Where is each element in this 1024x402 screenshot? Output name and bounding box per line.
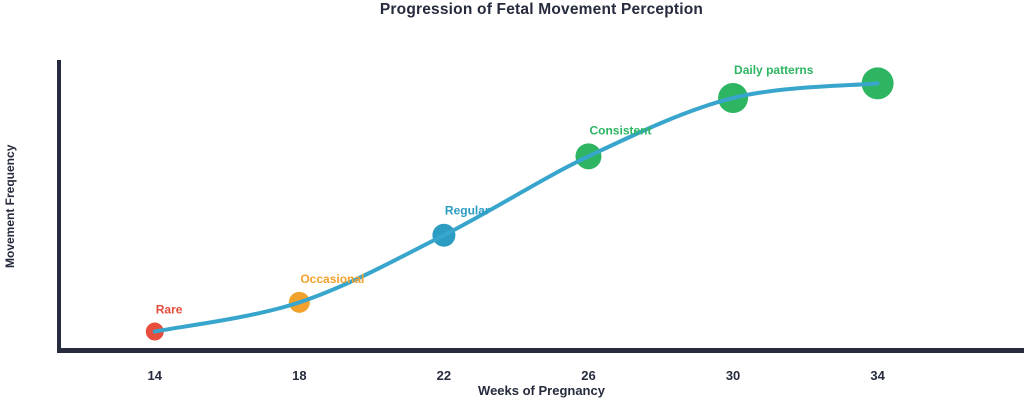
chart-title: Progression of Fetal Movement Perception xyxy=(379,1,704,18)
y-axis-label: Movement Frequency xyxy=(3,144,17,268)
x-tick-label-14: 14 xyxy=(148,368,163,383)
point-label-rare: Rare xyxy=(156,303,183,317)
point-label-daily-patterns: Daily patterns xyxy=(734,63,814,77)
x-tick-label-34: 34 xyxy=(870,368,885,383)
x-tick-label-26: 26 xyxy=(581,368,595,383)
point-label-regular: Regular xyxy=(445,204,490,218)
point-label-occasional: Occasional xyxy=(300,272,364,286)
point-label-consistent: Consistent xyxy=(589,123,651,137)
y-axis-line xyxy=(57,60,61,352)
x-tick-label-22: 22 xyxy=(437,368,451,383)
x-tick-label-18: 18 xyxy=(292,368,306,383)
x-tick-label-30: 30 xyxy=(726,368,740,383)
x-axis-label: Weeks of Pregnancy xyxy=(478,383,605,398)
trend-line xyxy=(152,81,880,334)
x-axis-line xyxy=(57,348,1024,353)
